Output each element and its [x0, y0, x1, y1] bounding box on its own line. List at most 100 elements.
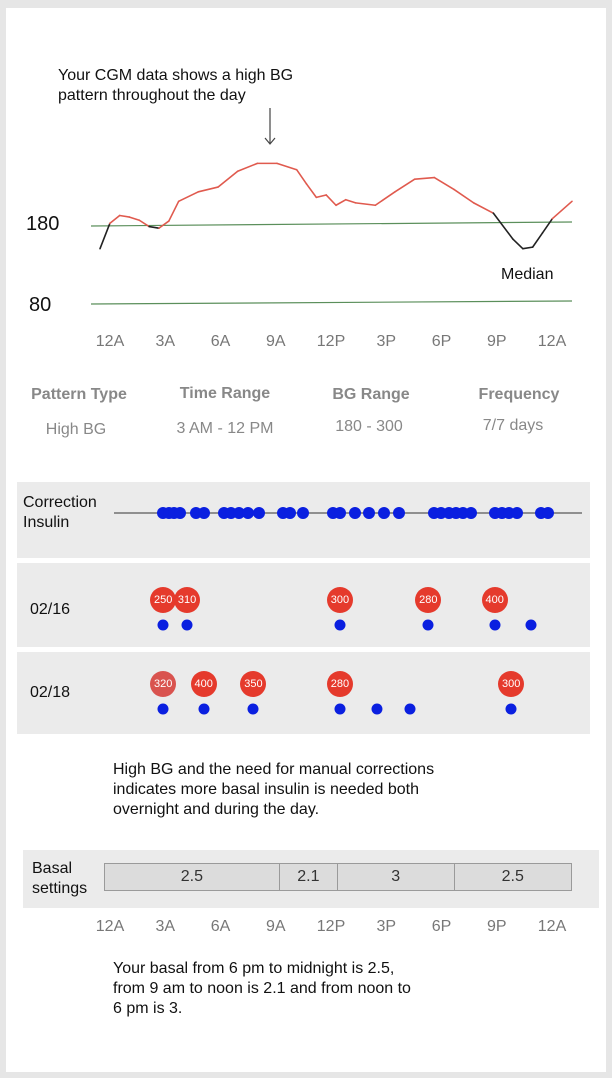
frequency-value: 7/7 days	[482, 417, 544, 434]
bg-range-value: 180 - 300	[335, 418, 403, 435]
median-segment	[345, 198, 357, 204]
x-tick-label: 12A	[95, 918, 125, 935]
time-range-header: Time Range	[179, 385, 271, 402]
median-segment	[453, 188, 475, 204]
correction-dose-dot	[464, 507, 477, 519]
x-tick-label: 3A	[155, 333, 176, 350]
correction-label-line1: Correction	[23, 494, 97, 511]
median-segment	[305, 183, 318, 199]
bolus-dot	[422, 619, 434, 631]
basal-label-line2: settings	[32, 880, 88, 897]
median-segment	[541, 217, 554, 234]
median-segment	[374, 191, 396, 207]
x-tick-label: 9P	[486, 918, 507, 935]
correction-dose-dot	[542, 507, 555, 519]
x-tick-label: 12A	[95, 333, 125, 350]
bg-reading-bubble: 310	[174, 587, 201, 613]
median-segment	[413, 176, 436, 180]
median-segment	[158, 220, 170, 229]
bolus-dot	[334, 703, 346, 715]
median-segment	[354, 202, 377, 207]
bolus-dot	[525, 619, 537, 631]
reference-line-180	[90, 221, 573, 227]
bg-reading-bubble: 320	[150, 671, 177, 697]
bg-reading-bubble: 280	[326, 671, 353, 697]
correction-dose-dot	[363, 507, 376, 519]
median-segment	[531, 232, 544, 248]
bg-reading-bubble: 280	[415, 587, 442, 613]
x-tick-label: 3P	[376, 333, 397, 350]
median-segment	[472, 202, 495, 214]
bg-line-chart	[90, 162, 573, 305]
bg-reading-bubble: 300	[498, 671, 525, 697]
correction-dose-dot	[378, 507, 391, 519]
correction-label: Correction Insulin	[23, 493, 97, 533]
x-tick-label: 6A	[210, 918, 231, 935]
median-segment	[99, 222, 111, 250]
x-tick-label: 12A	[537, 333, 567, 350]
x-tick-label: 9P	[486, 333, 507, 350]
median-segment	[109, 214, 121, 225]
basal-segment: 3	[338, 864, 455, 890]
y-label-80: 80	[29, 294, 52, 316]
median-segment	[177, 191, 200, 203]
median-segment	[551, 200, 573, 220]
median-segment	[276, 162, 298, 171]
x-tick-label: 12P	[316, 918, 346, 935]
down-arrow-icon	[264, 108, 276, 145]
x-tick-label: 3P	[376, 918, 397, 935]
correction-dose-dot	[252, 507, 265, 519]
median-segment	[236, 162, 259, 173]
median-segment	[315, 194, 327, 199]
day-label-0216: 02/16	[30, 601, 71, 618]
reference-line-80	[90, 300, 573, 305]
basal-segment: 2.1	[280, 864, 338, 890]
correction-dose-dot	[284, 507, 297, 519]
median-segment	[433, 176, 455, 191]
median-segment	[217, 170, 239, 188]
bolus-dot	[157, 619, 169, 631]
x-tick-label: 12A	[537, 918, 567, 935]
time-range-value: 3 AM - 12 PM	[176, 420, 274, 437]
basal-label-line1: Basal	[32, 860, 73, 877]
x-tick-label: 6P	[431, 333, 452, 350]
x-tick-label: 12P	[316, 333, 346, 350]
correction-dose-dot	[173, 507, 186, 519]
bg-reading-bubble: 400	[190, 671, 217, 697]
median-segment	[335, 198, 347, 207]
bg-range-header: BG Range	[332, 386, 410, 403]
pattern-type-header: Pattern Type	[31, 386, 127, 403]
basal-recommendation-note: High BG and the need for manual correcti…	[113, 761, 435, 818]
x-tick-label: 3A	[155, 918, 176, 935]
median-segment	[118, 214, 131, 218]
day-label-0218: 02/18	[30, 684, 71, 701]
median-segment	[197, 186, 219, 193]
bg-reading-bubble: 400	[481, 587, 508, 613]
x-tick-label: 9A	[265, 918, 286, 935]
bg-reading-bubble: 250	[150, 587, 177, 613]
day-panel-0218	[17, 652, 590, 734]
bolus-dot	[198, 703, 210, 715]
median-segment	[522, 246, 534, 250]
median-segment	[492, 212, 514, 241]
x-tick-label: 6A	[210, 333, 231, 350]
pattern-annotation: Your CGM data shows a high BG pattern th…	[58, 67, 294, 104]
bolus-dot	[181, 619, 193, 631]
y-label-180: 180	[26, 213, 60, 235]
bolus-dot	[247, 703, 259, 715]
bolus-dot	[404, 703, 416, 715]
median-segment	[128, 216, 141, 222]
correction-dose-dot	[392, 507, 405, 519]
median-segment	[394, 178, 416, 193]
basal-segment: 2.5	[501, 868, 524, 885]
correction-dose-dot	[297, 507, 310, 519]
median-segment	[512, 238, 524, 250]
correction-dose-dot	[241, 507, 254, 519]
median-label: Median	[501, 266, 554, 283]
correction-dose-dot	[232, 507, 245, 519]
pattern-type-value: High BG	[45, 421, 107, 438]
median-segment	[325, 194, 337, 207]
x-tick-label: 6P	[431, 918, 452, 935]
median-segment	[148, 225, 160, 229]
